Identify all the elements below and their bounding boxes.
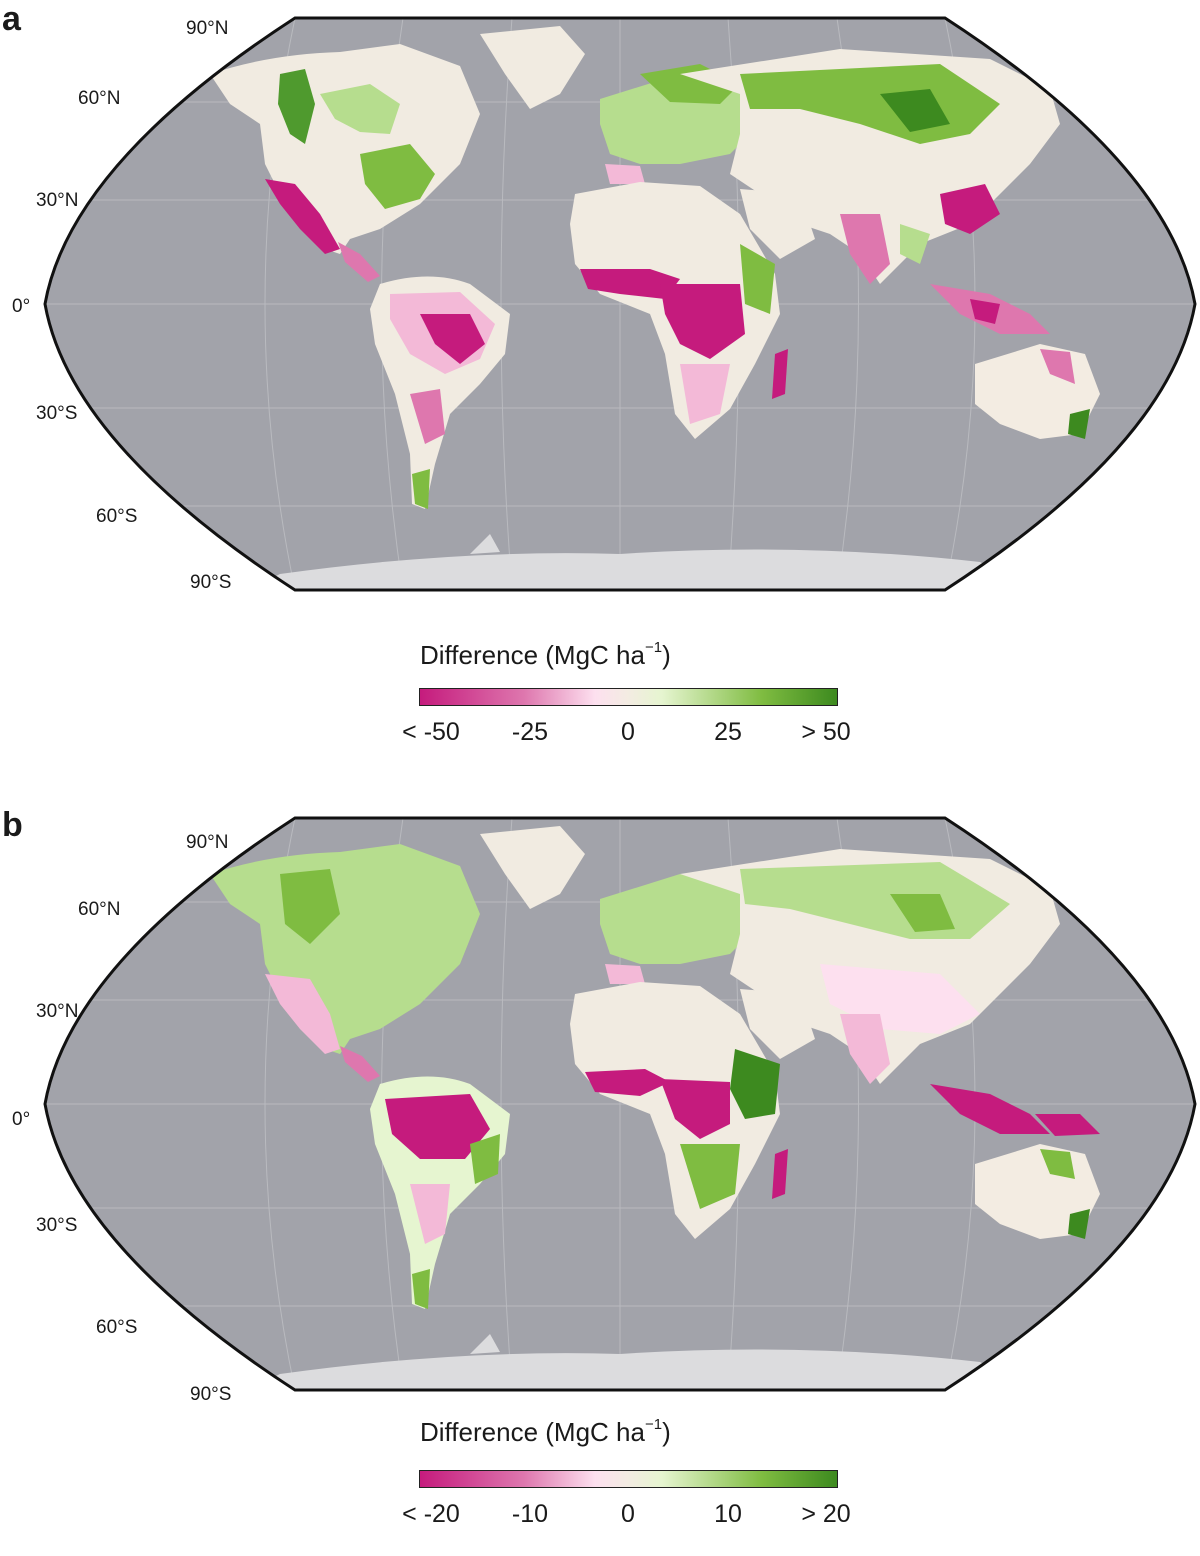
lat-label-90n: 90°N — [186, 832, 229, 853]
lat-label-90s: 90°S — [190, 1384, 232, 1405]
panel-letter: a — [2, 0, 21, 38]
lat-label-60s: 60°S — [96, 1317, 138, 1338]
lat-label-0: 0° — [12, 296, 31, 317]
world-map — [40, 14, 1200, 594]
lat-label-90s: 90°S — [190, 572, 232, 593]
colorbar-tick: < -50 — [402, 718, 460, 746]
lat-label-30s: 30°S — [36, 403, 78, 424]
world-map — [40, 814, 1200, 1394]
lat-label-60n: 60°N — [78, 88, 121, 109]
colorbar — [419, 1470, 838, 1488]
colorbar-tick: > 20 — [801, 1500, 851, 1528]
lat-label-30n: 30°N — [36, 1001, 79, 1022]
panel-b: b 90°N 60°N 30°N 0° 30°S 60°S 90°S Diffe… — [0, 800, 1200, 1556]
panel-letter: b — [2, 806, 23, 844]
colorbar-tick: > 50 — [801, 718, 851, 746]
lat-label-60s: 60°S — [96, 506, 138, 527]
legend-title: Difference (MgC ha−1) — [420, 1416, 671, 1447]
lat-label-0: 0° — [12, 1109, 31, 1130]
lat-label-30n: 30°N — [36, 190, 79, 211]
colorbar — [419, 688, 838, 706]
colorbar-tick: 10 — [714, 1500, 742, 1528]
colorbar-tick: -10 — [511, 1500, 549, 1528]
lat-label-90n: 90°N — [186, 18, 229, 39]
panel-a: a 90°N 60°N 30°N 0° 30°S 60°S 90°S Diffe… — [2, 0, 1200, 746]
legend-title: Difference (MgC ha−1) — [420, 639, 671, 670]
colorbar-tick: -25 — [511, 718, 549, 746]
colorbar-tick: 0 — [621, 718, 635, 746]
colorbar-tick: 25 — [714, 718, 742, 746]
colorbar-tick: 0 — [621, 1500, 635, 1528]
lat-label-60n: 60°N — [78, 899, 121, 920]
lat-label-30s: 30°S — [36, 1215, 78, 1236]
colorbar-tick: < -20 — [402, 1500, 460, 1528]
